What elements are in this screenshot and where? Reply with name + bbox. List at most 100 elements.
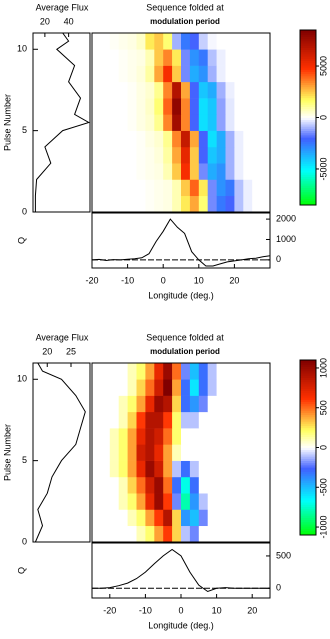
heat-cell [261, 395, 271, 413]
heat-cell [198, 509, 208, 527]
heat-cell [109, 65, 119, 83]
colorbar-slice [300, 51, 316, 55]
heat-cell [127, 114, 137, 131]
heat-cell [207, 395, 217, 413]
heat-cell [181, 163, 191, 180]
heat-cell [136, 49, 146, 66]
heat-cell [92, 428, 102, 445]
colorbar-slice [300, 165, 316, 169]
heat-cell [118, 428, 128, 445]
heat-cell [163, 476, 173, 494]
colorbar-slice [300, 80, 316, 83]
heat-cell [172, 49, 182, 66]
x-tick-label: -10 [139, 605, 152, 615]
heat-cell [225, 179, 235, 197]
colorbar-slice [300, 517, 316, 521]
colorbar-slice [300, 97, 316, 101]
heat-cell [100, 525, 111, 543]
heat-cell [154, 98, 164, 115]
heat-cell [118, 395, 128, 413]
heat-cell [145, 493, 155, 510]
heat-cell [252, 179, 262, 197]
heat-cell [216, 81, 226, 99]
heat-cell [172, 163, 182, 180]
q-frame [91, 212, 271, 269]
heat-cell [154, 411, 164, 429]
colorbar-slice [300, 75, 316, 79]
heat-cell [145, 411, 155, 429]
heat-cell [118, 114, 128, 131]
heat-cell [109, 179, 119, 197]
heat-cell [234, 428, 244, 445]
q-line [91, 218, 271, 267]
heat-cell [216, 525, 226, 543]
colorbar-slice [300, 191, 316, 195]
colorbar-slice [300, 185, 316, 188]
heat-cell [145, 476, 155, 494]
heat-cell [243, 114, 253, 131]
colorbar-slice [300, 86, 316, 90]
heat-cell [145, 98, 155, 115]
heat-cell [216, 163, 226, 180]
heat-cell [207, 114, 217, 131]
heat-cell [243, 509, 253, 527]
colorbar-slice [300, 73, 316, 77]
x-tick-label: -20 [103, 605, 116, 615]
heat-cell [216, 114, 226, 131]
heat-cell [216, 460, 226, 478]
heat-cell [145, 114, 155, 131]
heat-cell [92, 179, 102, 197]
colorbar-tick-label: 1000 [318, 358, 328, 378]
colorbar-slice [300, 40, 316, 44]
flux-tick-label: 20 [40, 16, 50, 26]
heat-cell [136, 65, 146, 83]
heat-cell [127, 65, 137, 83]
heat-cell [136, 509, 146, 527]
heat-cell [181, 460, 191, 478]
heat-cell [207, 33, 217, 50]
colorbar-slice [300, 152, 316, 156]
heat-cell [207, 411, 217, 429]
heat-cell [216, 509, 226, 527]
heat-cell [136, 130, 146, 148]
heat-cell [127, 428, 137, 445]
heat-cell [243, 460, 253, 478]
heat-cell [136, 379, 146, 396]
colorbar-slice [300, 438, 316, 442]
heat-cell [252, 444, 262, 461]
heat-cell [261, 49, 271, 66]
heat-cell [243, 525, 253, 543]
heat-cell [234, 460, 244, 478]
heat-cell [181, 476, 191, 494]
colorbar-slice [300, 172, 316, 175]
y-axis-label: Pulse Number [2, 424, 12, 481]
heatmap-frame [91, 362, 271, 543]
heat-cell [252, 411, 262, 429]
colorbar-slice [300, 143, 316, 147]
heat-cell [127, 525, 137, 543]
x-tick-label: 10 [194, 275, 204, 285]
heat-cell [136, 146, 146, 164]
colorbar-slice [300, 34, 316, 37]
heat-cell [261, 476, 271, 494]
heat-cell [154, 81, 164, 99]
heat-cell [216, 395, 226, 413]
heat-cell [163, 146, 173, 164]
heat-cell [145, 163, 155, 180]
heat-cell [198, 363, 208, 380]
colorbar-slice [300, 445, 316, 448]
heat-cell [207, 444, 217, 461]
heat-cell [243, 428, 253, 445]
colorbar-slice [300, 489, 316, 492]
heat-cell [172, 411, 182, 429]
heat-cell [154, 444, 164, 461]
heat-cell [100, 114, 111, 131]
colorbar-slice [300, 178, 316, 182]
colorbar-slice [300, 78, 316, 81]
heat-cell [252, 98, 262, 115]
heat-cell [181, 81, 191, 99]
heat-cell [100, 411, 111, 429]
heat-cell [198, 493, 208, 510]
heat-cell [243, 363, 253, 380]
heat-cell [136, 444, 146, 461]
